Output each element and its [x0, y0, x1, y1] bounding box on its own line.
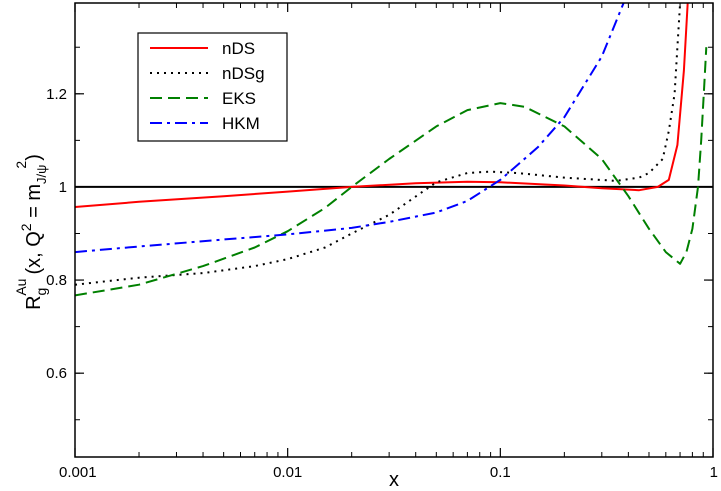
y-title-args: (x, Q — [23, 231, 45, 274]
y-title-sup: Au — [13, 279, 29, 296]
series-line-hkm — [75, 3, 625, 254]
y-title-sup2: 2 — [18, 223, 34, 231]
legend-label-eks: EKS — [222, 89, 256, 108]
x-tick-label: 0.1 — [490, 464, 511, 481]
y-axis-title: RgAu(x, Q2 = mJ/ψ2) — [13, 154, 49, 310]
svg-text:RgAu(x, Q2 = mJ/ψ2): RgAu(x, Q2 = mJ/ψ2) — [13, 154, 49, 310]
series-line-nds — [75, 3, 689, 208]
x-tick-label: 0.01 — [273, 464, 302, 481]
y-title-sup3: 2 — [13, 161, 29, 169]
legend-label-ndsg: nDSg — [222, 64, 265, 83]
y-tick-label: 0.6 — [46, 365, 67, 382]
y-tick-label: 1.2 — [46, 86, 67, 103]
y-title-eq: = m — [23, 184, 45, 223]
y-title-r: R — [23, 295, 45, 309]
y-title-sub: g — [33, 288, 49, 296]
series-line-ndsg — [75, 3, 682, 286]
x-tick-label: 1 — [710, 464, 718, 481]
x-tick-label: 0.001 — [59, 464, 97, 481]
legend-label-nds: nDS — [222, 39, 255, 58]
y-tick-label: 0.8 — [46, 272, 67, 289]
y-title-sub2: J/ψ — [34, 165, 49, 184]
ticks-layer: 0.001 0.01 0.1 1 0.6 0.8 1 1.2 — [46, 3, 718, 481]
plot-frame — [74, 2, 714, 458]
x-axis-title: x — [389, 469, 399, 491]
y-title-close: ) — [23, 154, 45, 161]
y-tick-label: 1 — [59, 179, 67, 196]
legend: nDS nDSg EKS HKM — [137, 32, 288, 142]
legend-box — [137, 32, 288, 142]
legend-label-hkm: HKM — [222, 114, 260, 133]
series-layer — [75, 3, 713, 297]
